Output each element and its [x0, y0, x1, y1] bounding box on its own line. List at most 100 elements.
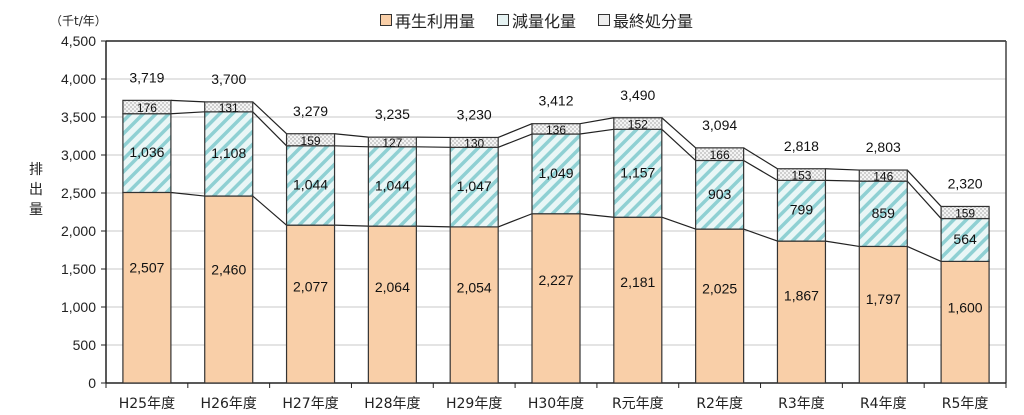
bar-segment	[204, 195, 254, 384]
total-value-label: 3,279	[293, 103, 328, 119]
legend-swatch-reduced	[497, 14, 510, 26]
segment-value-label: 131	[219, 101, 239, 115]
chart-legend: 再生利用量 減量化量 最終処分量	[380, 8, 693, 32]
legend-item-reduced: 減量化量	[497, 8, 576, 32]
segment-value-label: 2,064	[375, 279, 410, 295]
bar-segment	[531, 123, 581, 135]
bar-segment	[776, 168, 827, 181]
y-axis-title-char: 出	[29, 182, 43, 198]
total-value-label: 3,235	[375, 106, 410, 122]
y-axis-title-char: 排	[29, 162, 43, 178]
bar-segment	[449, 146, 499, 228]
segment-value-label: 799	[790, 202, 814, 218]
segment-value-label: 1,867	[784, 288, 819, 304]
segment-value-label: 1,044	[293, 176, 328, 192]
segment-value-label: 903	[708, 186, 732, 202]
y-tick-label: 500	[73, 337, 97, 353]
bar-segment	[613, 216, 663, 384]
total-value-label: 2,803	[866, 139, 901, 155]
segment-value-label: 136	[546, 123, 566, 137]
segment-value-label: 127	[382, 136, 402, 150]
legend-label: 減量化量	[512, 12, 577, 31]
segment-value-label: 2,025	[702, 281, 737, 297]
bar-segment	[940, 205, 990, 220]
axes: 0 500 1,000 1,500 2,000 2,500 3,000 3,500 4,000 4…	[61, 33, 1007, 412]
segment-value-label: 176	[137, 101, 157, 115]
bar-segment	[449, 226, 499, 384]
x-tick-label: H27年度	[282, 396, 338, 412]
segment-value-label: 1,600	[948, 299, 983, 315]
x-tick-label: R3年度	[778, 396, 825, 412]
segment-value-label: 1,108	[211, 145, 246, 161]
bar-segment	[858, 169, 908, 182]
bar-segment	[367, 136, 417, 148]
x-tick-label: H26年度	[201, 396, 257, 412]
segment-value-label: 166	[710, 148, 730, 162]
segment-value-label: 2,507	[129, 259, 164, 275]
segment-value-label: 1,047	[457, 178, 492, 194]
bar-segment	[695, 228, 745, 384]
bar-segment	[204, 101, 254, 113]
x-tick-label: R4年度	[860, 396, 907, 412]
segment-value-label: 1,049	[538, 165, 573, 181]
segment-value-label: 153	[791, 169, 811, 183]
bar-segment	[122, 191, 172, 384]
bar-segment	[285, 133, 336, 147]
segment-value-label: 130	[464, 136, 484, 150]
segment-value-label: 859	[872, 205, 896, 221]
total-value-label: 3,719	[129, 69, 164, 85]
y-axis-title-char: 量	[29, 202, 43, 218]
segment-value-label: 159	[955, 206, 975, 220]
bar-segment	[695, 159, 745, 230]
y-tick-label: 4,500	[61, 33, 96, 49]
y-tick-label: 0	[88, 375, 96, 391]
segment-value-label: 2,181	[620, 274, 655, 290]
segment-value-label: 2,227	[538, 272, 573, 288]
segment-value-label: 1,157	[620, 164, 655, 180]
y-tick-label: 1,000	[61, 299, 96, 315]
total-value-label: 3,700	[211, 71, 246, 87]
bar-segment	[122, 113, 172, 194]
series-connector-lines	[170, 99, 942, 262]
segment-value-label: 152	[628, 118, 648, 132]
x-tick-label: H28年度	[364, 396, 420, 412]
segment-value-label: 146	[873, 170, 893, 184]
bar-segment	[531, 213, 581, 384]
bar-segment	[367, 146, 417, 227]
bar-segment	[204, 111, 254, 197]
bar-segment	[940, 260, 990, 384]
segment-value-label: 1,036	[129, 144, 164, 160]
bars	[122, 99, 990, 384]
total-value-label: 3,412	[538, 93, 573, 109]
x-tick-label: R2年度	[696, 396, 743, 412]
segment-value-label: 159	[301, 134, 321, 148]
legend-swatch-recycled	[380, 14, 392, 26]
y-tick-label: 4,000	[61, 71, 96, 87]
y-tick-label: 3,000	[61, 147, 96, 163]
total-value-label: 3,094	[702, 117, 737, 133]
legend-label: 再生利用量	[395, 12, 476, 31]
bar-segment	[449, 136, 499, 148]
segment-value-label: 2,054	[457, 279, 492, 295]
bar-segment	[122, 99, 172, 115]
y-axis-unit: （千t/年）	[50, 14, 107, 28]
bar-segment	[613, 117, 663, 130]
y-tick-label: 1,500	[61, 261, 96, 277]
legend-item-recycled: 再生利用量	[380, 8, 475, 32]
bar-segment	[531, 133, 581, 215]
bar-segment	[695, 147, 745, 162]
bar-segment	[940, 217, 990, 262]
x-tick-label: R元年度	[612, 396, 664, 412]
x-tick-label: R5年度	[942, 396, 989, 412]
data-labels: 2,507 1,036 176 3,719 2,460 1,108 131 3,700 2,07…	[129, 69, 982, 315]
total-value-label: 3,490	[620, 87, 655, 103]
segment-value-label: 2,460	[211, 262, 246, 278]
y-tick-label: 3,500	[61, 109, 96, 125]
segment-value-label: 1,797	[866, 291, 901, 307]
legend-item-final-disposal: 最終処分量	[598, 8, 693, 32]
segment-value-label: 2,077	[293, 278, 328, 294]
bar-segment	[285, 224, 336, 384]
bar-segment	[367, 225, 417, 384]
y-axis-title: 排 出 量	[28, 160, 44, 220]
